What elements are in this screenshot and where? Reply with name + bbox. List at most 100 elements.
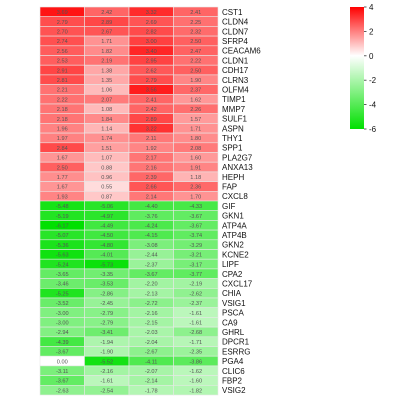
gene-label: PLA2G7 (222, 153, 253, 162)
gene-label: CST1 (222, 8, 243, 17)
cell-value-label: 1.07 (101, 156, 112, 162)
cell-value-label: -1.94 (100, 340, 113, 346)
cell-value-label: 2.47 (190, 49, 201, 55)
heatmap-cell-labels: 3.69 2.42 3.32 2.41 2.79 2.89 2.69 2.25 2.70 2.67… (56, 10, 202, 394)
gene-label: CA9 (222, 318, 238, 327)
gene-label: CLDN4 (222, 18, 249, 27)
cell-value-label: -2.62 (189, 291, 202, 297)
cell-value-label: 2.36 (190, 185, 201, 191)
cell-value-label: 2.81 (57, 78, 68, 84)
cell-value-label: -2.67 (145, 350, 158, 356)
cell-value-label: 1.71 (190, 126, 201, 132)
cell-value-label: 1.62 (190, 97, 201, 103)
gene-label: CLIC6 (222, 367, 245, 376)
heatmap-cell (173, 384, 219, 396)
gene-label: GKN2 (222, 241, 244, 250)
gene-label: VSIG1 (222, 299, 246, 308)
cell-value-label: 2.18 (57, 107, 68, 113)
cell-value-label: -2.15 (145, 320, 158, 326)
gene-label: CLDN7 (222, 27, 249, 36)
cell-value-label: 1.91 (190, 165, 201, 171)
colorbar-tick-label: -4 (369, 101, 377, 110)
gene-label: CXCL8 (222, 192, 248, 201)
gene-label: LIPF (222, 260, 239, 269)
colorbar-tick-label: -6 (369, 125, 377, 134)
cell-value-label: 2.70 (57, 29, 68, 35)
gene-label: THY1 (222, 134, 243, 143)
gene-label: GIF (222, 202, 235, 211)
cell-value-label: 2.25 (190, 20, 201, 26)
gene-label: ESRRG (222, 347, 250, 356)
cell-value-label: 0.88 (101, 165, 112, 171)
cell-value-label: 1.74 (101, 136, 112, 142)
gene-label: CLRN3 (222, 76, 249, 85)
cell-value-label: 2.14 (146, 194, 157, 200)
cell-value-label: -2.04 (145, 340, 158, 346)
cell-value-label: -3.35 (100, 272, 113, 278)
gene-label: CDH17 (222, 66, 249, 75)
cell-value-label: 2.16 (146, 165, 157, 171)
cell-value-label: 2.84 (57, 146, 68, 152)
cell-value-label: -3.08 (145, 243, 158, 249)
cell-value-label: 1.71 (101, 39, 112, 45)
cell-value-label: -3.17 (189, 262, 202, 268)
cell-value-label: -2.14 (145, 379, 158, 385)
gene-label: HEPH (222, 173, 244, 182)
cell-value-label: -3.29 (189, 243, 202, 249)
cell-value-label: 3.22 (146, 126, 157, 132)
gene-label: SFRP4 (222, 37, 248, 46)
cell-value-label: -4.39 (56, 340, 69, 346)
cell-value-label: -4.97 (100, 214, 113, 220)
cell-value-label: 2.08 (190, 146, 201, 152)
cell-value-label: 2.22 (57, 97, 68, 103)
gene-label: SULF1 (222, 115, 247, 124)
cell-value-label: -2.19 (189, 282, 202, 288)
cell-value-label: -6.17 (56, 223, 69, 229)
cell-value-label: 0.96 (101, 175, 112, 181)
cell-value-label: 3.00 (146, 39, 157, 45)
cell-value-label: 2.11 (146, 136, 156, 142)
cell-value-label: 1.18 (190, 175, 201, 181)
cell-value-label: -3.00 (56, 311, 69, 317)
cell-value-label: -2.07 (145, 369, 158, 375)
cell-value-label: 2.62 (146, 68, 157, 74)
cell-value-label: -2.79 (100, 311, 113, 317)
gene-label: FBP2 (222, 376, 243, 385)
gene-label: ASPN (222, 124, 244, 133)
cell-value-label: 1.80 (190, 136, 201, 142)
gene-label: MMP7 (222, 105, 246, 114)
cell-value-label: -3.67 (56, 350, 69, 356)
cell-value-label: 3.40 (146, 49, 157, 55)
cell-value-label: 2.82 (146, 29, 157, 35)
cell-value-label: -3.67 (145, 272, 158, 278)
gene-label: SPP1 (222, 144, 243, 153)
gene-label: CPA2 (222, 270, 243, 279)
cell-value-label: -5.19 (56, 214, 69, 220)
cell-value-label: -5.07 (56, 233, 69, 239)
gene-label: OLFM4 (222, 85, 249, 94)
cell-value-label: -4.80 (100, 243, 113, 249)
cell-value-label: -3.74 (189, 233, 202, 239)
cell-value-label: 0.87 (101, 194, 112, 200)
cell-value-label: -3.65 (56, 272, 69, 278)
cell-value-label: -4.49 (100, 223, 113, 229)
cell-value-label: -3.67 (189, 214, 202, 220)
cell-value-label: -3.21 (189, 253, 202, 259)
colorbar-tick-label: 2 (369, 27, 374, 36)
cell-value-label: 2.67 (101, 29, 112, 35)
cell-value-label: -4.15 (145, 233, 158, 239)
cell-value-label: 2.07 (101, 97, 112, 103)
cell-value-label: -1.90 (100, 350, 113, 356)
cell-value-label: -3.00 (56, 320, 69, 326)
cell-value-label: -3.86 (189, 359, 202, 365)
cell-value-label: -2.68 (189, 330, 202, 336)
cell-value-label: -2.37 (145, 262, 158, 268)
cell-value-label: -2.79 (100, 320, 113, 326)
cell-value-label: -1.61 (100, 379, 113, 385)
cell-value-label: -5.73 (100, 262, 113, 268)
cell-value-label: 2.53 (57, 59, 68, 65)
cell-value-label: 2.42 (146, 107, 157, 113)
cell-value-label: 2.32 (190, 29, 201, 35)
